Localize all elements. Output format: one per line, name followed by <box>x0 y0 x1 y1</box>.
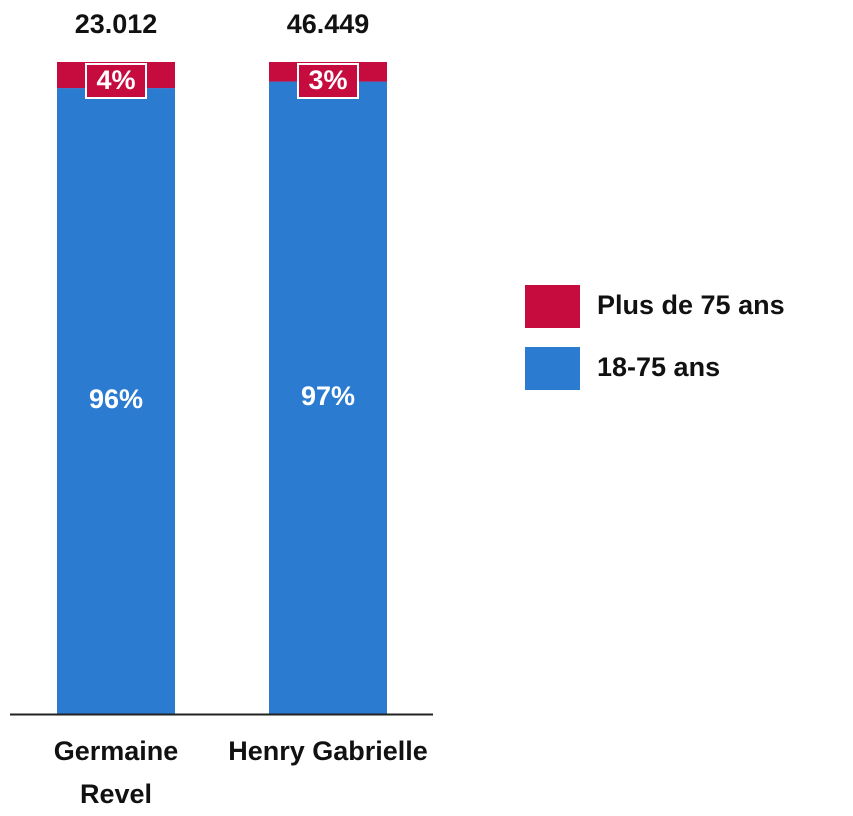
bar-segment <box>57 88 175 714</box>
legend-label: Plus de 75 ans <box>597 290 785 320</box>
data-label: 3% <box>308 65 347 95</box>
legend-swatch <box>525 285 580 328</box>
total-label: 23.012 <box>75 9 158 39</box>
data-label: 4% <box>96 65 135 95</box>
data-label: 96% <box>89 384 143 414</box>
x-tick-label: Henry Gabrielle <box>228 736 428 766</box>
total-label: 46.449 <box>287 9 370 39</box>
label-box <box>85 63 147 99</box>
data-label: 97% <box>301 381 355 411</box>
label-box <box>297 63 359 99</box>
x-tick-label: Germaine Revel <box>53 736 179 809</box>
legend-swatch <box>525 347 580 390</box>
legend-label: 18-75 ans <box>597 352 720 382</box>
bar-segment <box>269 81 387 714</box>
